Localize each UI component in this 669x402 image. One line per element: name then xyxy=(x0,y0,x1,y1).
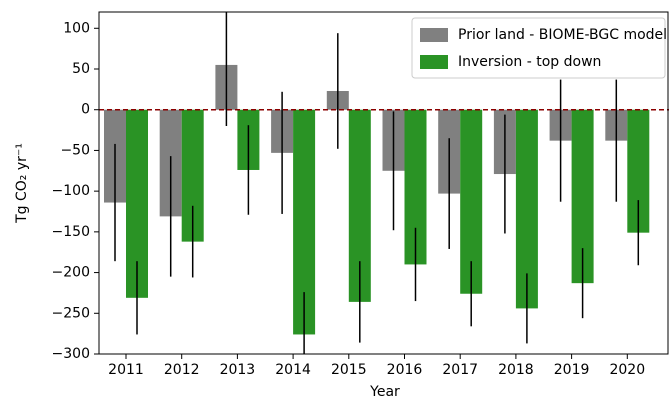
y-tick-label: −200 xyxy=(52,265,90,281)
x-tick-label: 2015 xyxy=(331,362,367,378)
y-axis-label: Tg CO₂ yr⁻¹ xyxy=(14,143,30,224)
plot-area xyxy=(99,12,669,354)
y-tick-label: 100 xyxy=(63,20,90,36)
bar xyxy=(181,109,204,242)
legend-box xyxy=(411,17,666,79)
bar xyxy=(348,109,371,302)
bar xyxy=(515,109,538,309)
y-tick-label: −300 xyxy=(52,346,90,362)
y-tick-label: −50 xyxy=(60,142,90,158)
legend-label: Prior land - BIOME-BGC model xyxy=(458,27,667,43)
x-tick-label: 2019 xyxy=(554,362,590,378)
x-tick-label: 2017 xyxy=(442,362,478,378)
bar xyxy=(126,109,148,298)
y-tick-label: −250 xyxy=(52,305,90,321)
x-tick-label: 2016 xyxy=(387,362,423,378)
bar xyxy=(293,109,316,335)
x-tick-label: 2018 xyxy=(498,362,534,378)
y-tick-label: 0 xyxy=(81,102,90,118)
bar xyxy=(460,109,483,294)
legend-label: Inversion - top down xyxy=(458,54,601,70)
x-tick-label: 2012 xyxy=(164,362,200,378)
x-tick-label: 2011 xyxy=(108,362,144,378)
y-tick-label: 50 xyxy=(72,61,90,77)
bar xyxy=(571,109,594,284)
legend-swatch xyxy=(420,28,448,42)
y-tick-label: −100 xyxy=(52,183,90,199)
y-tick-label: −150 xyxy=(52,224,90,240)
bar xyxy=(404,109,427,265)
bar xyxy=(627,109,650,233)
plot-frame xyxy=(98,11,669,355)
x-tick-label: 2013 xyxy=(220,362,256,378)
legend-swatch xyxy=(420,55,448,69)
x-tick-label: 2020 xyxy=(609,362,645,378)
x-tick-label: 2014 xyxy=(275,362,311,378)
x-axis-label: Year xyxy=(369,384,400,400)
